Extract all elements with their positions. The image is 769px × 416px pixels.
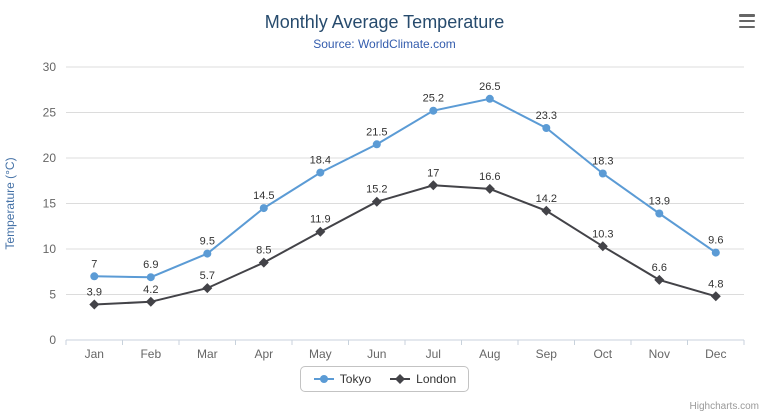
- london-point-marker[interactable]: [202, 283, 213, 294]
- tokyo-point-marker[interactable]: [146, 273, 155, 282]
- data-label: 3.9: [87, 287, 102, 299]
- data-label: 14.5: [253, 190, 274, 202]
- london-point-marker[interactable]: [654, 274, 665, 285]
- x-axis-tick-label: Aug: [479, 347, 500, 361]
- x-axis-tick-label: Sep: [536, 347, 558, 361]
- data-label: 9.5: [200, 236, 215, 248]
- london-series-line[interactable]: [94, 184, 717, 306]
- tokyo-point-marker[interactable]: [372, 140, 381, 149]
- data-label: 10.3: [592, 228, 613, 240]
- tokyo-point-marker[interactable]: [485, 94, 494, 103]
- london-point-marker[interactable]: [258, 257, 269, 268]
- tokyo-point-marker[interactable]: [598, 169, 607, 178]
- data-label: 14.2: [536, 193, 557, 205]
- x-axis-tick-label: Jul: [426, 347, 441, 361]
- london-point-marker[interactable]: [710, 291, 721, 302]
- tokyo-point-marker[interactable]: [259, 204, 268, 213]
- tokyo-point-marker[interactable]: [655, 209, 664, 218]
- london-point-marker[interactable]: [315, 226, 326, 237]
- x-axis-tick-label: Jan: [85, 347, 104, 361]
- chart-title: Monthly Average Temperature: [264, 12, 505, 32]
- data-label: 13.9: [649, 196, 670, 208]
- data-label: 4.8: [708, 278, 723, 290]
- hamburger-menu-icon[interactable]: [737, 14, 757, 28]
- x-axis-tick-label: Nov: [649, 347, 670, 361]
- london-point-marker[interactable]: [541, 205, 552, 216]
- y-axis-tick-label: 15: [43, 197, 57, 211]
- data-label: 25.2: [423, 93, 444, 105]
- chart-subtitle: Source: WorldClimate.com: [313, 37, 456, 51]
- y-axis-tick-label: 5: [49, 288, 56, 302]
- data-label: 6.9: [143, 259, 158, 271]
- london-point-marker[interactable]: [484, 183, 495, 194]
- data-label: 18.3: [592, 156, 613, 168]
- data-label: 17: [427, 167, 439, 179]
- london-point-marker[interactable]: [371, 196, 382, 207]
- x-axis-tick-label: Dec: [705, 347, 726, 361]
- data-label: 11.9: [310, 214, 331, 226]
- tokyo-circle-marker-icon: [313, 375, 334, 383]
- y-axis-title: Temperature (°C): [3, 157, 17, 249]
- data-label: 6.6: [652, 262, 667, 274]
- tokyo-series-line[interactable]: [94, 97, 717, 279]
- data-label: 26.5: [479, 81, 500, 93]
- x-axis-tick-label: Oct: [593, 347, 612, 361]
- london-point-marker[interactable]: [597, 241, 608, 252]
- highcharts-credits-link[interactable]: Highcharts.com: [689, 401, 759, 412]
- hamburger-line: [739, 25, 755, 28]
- data-label: 8.5: [256, 245, 271, 257]
- x-axis-tick-label: Apr: [254, 347, 273, 361]
- hamburger-line: [739, 19, 755, 23]
- data-label: 15.2: [366, 184, 387, 196]
- tokyo-point-marker[interactable]: [429, 106, 438, 115]
- x-axis-tick-label: Mar: [197, 347, 218, 361]
- legend-box: Tokyo London: [299, 366, 470, 392]
- tokyo-point-marker[interactable]: [542, 124, 551, 132]
- tokyo-point-marker[interactable]: [711, 248, 720, 257]
- hamburger-line: [739, 14, 755, 17]
- y-axis-tick-label: 0: [49, 333, 56, 347]
- x-axis-tick-label: May: [309, 347, 332, 361]
- legend-item-london[interactable]: London: [389, 372, 456, 386]
- london-point-marker[interactable]: [89, 299, 100, 310]
- data-label: 7: [91, 258, 97, 270]
- tokyo-point-marker[interactable]: [203, 249, 212, 258]
- plot-layer: 0 5 10 15 20 25 30 Jan Feb Mar Apr May Jun Jul Aug Sep O…: [3, 60, 745, 361]
- tokyo-point-marker[interactable]: [316, 168, 325, 177]
- data-label: 23.3: [536, 110, 557, 122]
- y-axis-tick-label: 20: [43, 151, 57, 165]
- data-label: 9.6: [708, 235, 723, 247]
- data-label: 18.4: [310, 155, 331, 167]
- x-axis-tick-label: Feb: [140, 347, 161, 361]
- data-label: 4.2: [143, 284, 158, 296]
- london-point-marker[interactable]: [428, 180, 439, 191]
- x-axis-tick-label: Jun: [367, 347, 386, 361]
- y-axis-tick-label: 10: [43, 242, 57, 256]
- tokyo-point-marker[interactable]: [90, 272, 99, 281]
- london-point-marker[interactable]: [145, 296, 156, 307]
- legend-label-london: London: [416, 372, 457, 386]
- data-label: 21.5: [366, 126, 387, 138]
- data-label: 5.7: [200, 270, 215, 282]
- legend-item-tokyo[interactable]: Tokyo: [313, 372, 371, 386]
- london-diamond-marker-icon: [390, 374, 411, 384]
- legend-label-tokyo: Tokyo: [339, 372, 372, 386]
- legend: Tokyo London: [0, 366, 769, 392]
- data-label: 16.6: [479, 171, 500, 183]
- y-axis-tick-label: 25: [43, 106, 57, 120]
- y-axis-tick-label: 30: [43, 60, 57, 74]
